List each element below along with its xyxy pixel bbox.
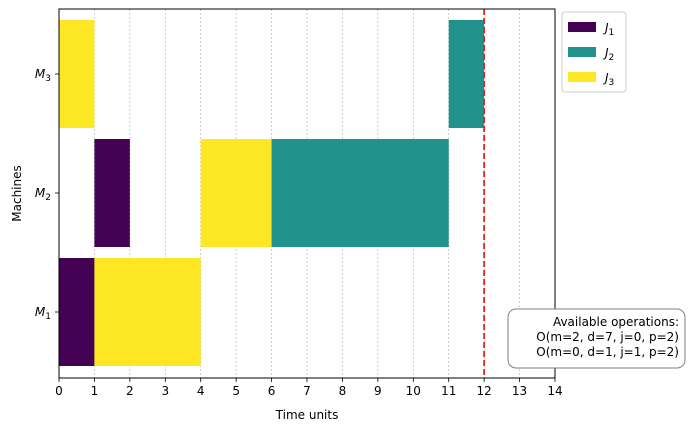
available-operations-box: Available operations:O(m=2, d=7, j=0, p=… (507, 308, 686, 369)
legend-swatch-j3 (568, 72, 596, 82)
x-axis-label: Time units (275, 408, 339, 422)
x-tick-label: 8 (339, 384, 347, 398)
legend-label-j3: J3 (603, 71, 614, 88)
x-tick-label: 7 (303, 384, 311, 398)
annotation-line: O(m=0, d=1, j=1, p=2) (536, 345, 679, 359)
x-tick-label: 1 (91, 384, 99, 398)
y-tick-label-m2: M2 (35, 186, 51, 203)
x-tick-label: 14 (547, 384, 562, 398)
legend-swatch-j2 (568, 47, 596, 57)
task-bars (59, 20, 485, 366)
x-tick-label: 12 (477, 384, 492, 398)
x-tick-label: 0 (55, 384, 63, 398)
task-bar-m2-j1 (94, 139, 130, 247)
x-tick-label: 4 (197, 384, 205, 398)
task-bar-m1-j3 (94, 258, 201, 366)
legend-label-j2: J2 (603, 46, 614, 63)
x-tick-label: 5 (232, 384, 240, 398)
y-axis-label: Machines (10, 165, 24, 221)
task-bar-m3-j3 (59, 20, 95, 128)
y-tick-label-m1: M1 (35, 305, 51, 322)
x-tick-label: 9 (374, 384, 382, 398)
task-bar-m1-j1 (59, 258, 95, 366)
annotation-line: O(m=2, d=7, j=0, p=2) (536, 330, 679, 344)
y-axis-ticks: M1 M2 M3 (35, 67, 59, 322)
x-tick-label: 2 (126, 384, 134, 398)
annotation-frame (507, 308, 686, 369)
x-tick-label: 10 (406, 384, 421, 398)
x-tick-label: 3 (161, 384, 169, 398)
legend: J1 J2 J3 (561, 11, 627, 93)
task-bar-m2-j2 (271, 139, 449, 247)
annotation-line: Available operations: (553, 315, 679, 329)
x-tick-label: 6 (268, 384, 276, 398)
task-bar-m3-j2 (448, 20, 485, 128)
x-tick-label: 11 (441, 384, 456, 398)
y-tick-label-m3: M3 (35, 67, 51, 84)
x-tick-label: 13 (512, 384, 527, 398)
legend-swatch-j1 (568, 22, 596, 32)
legend-label-j1: J1 (603, 21, 614, 38)
task-bar-m2-j3 (200, 139, 272, 247)
x-axis-ticks: 0 1 2 3 4 5 6 7 8 9 10 11 12 13 14 (55, 378, 563, 398)
